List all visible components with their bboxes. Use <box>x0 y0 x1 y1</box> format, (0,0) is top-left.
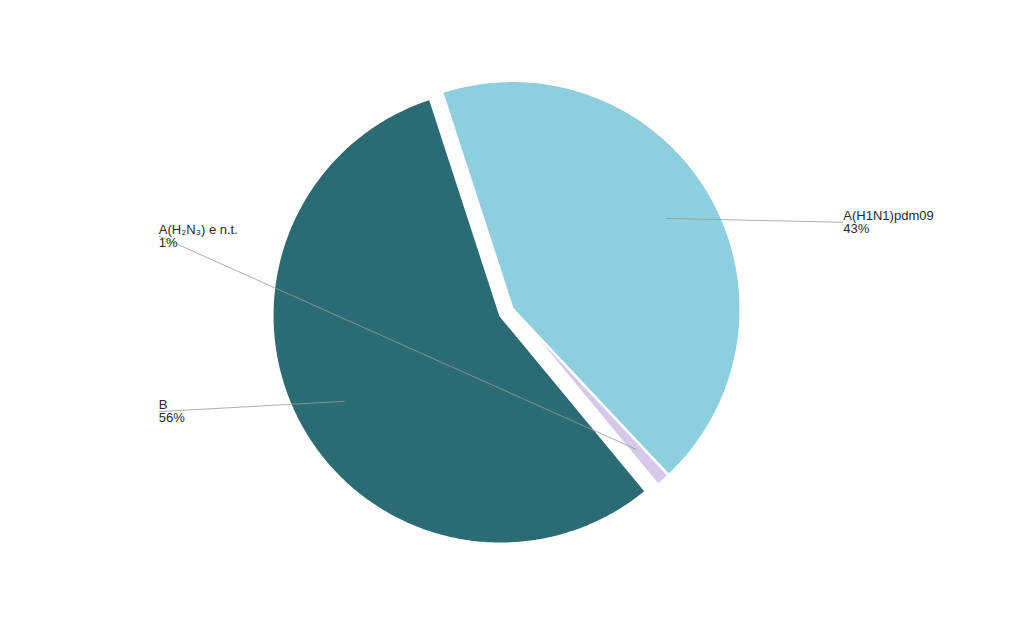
svg-text:A(H₂N₃) e n.t.1%: A(H₂N₃) e n.t.1% <box>159 222 238 250</box>
svg-text:B56%: B56% <box>159 397 185 425</box>
svg-text:A(H1N1)pdm0943%: A(H1N1)pdm0943% <box>843 208 933 236</box>
